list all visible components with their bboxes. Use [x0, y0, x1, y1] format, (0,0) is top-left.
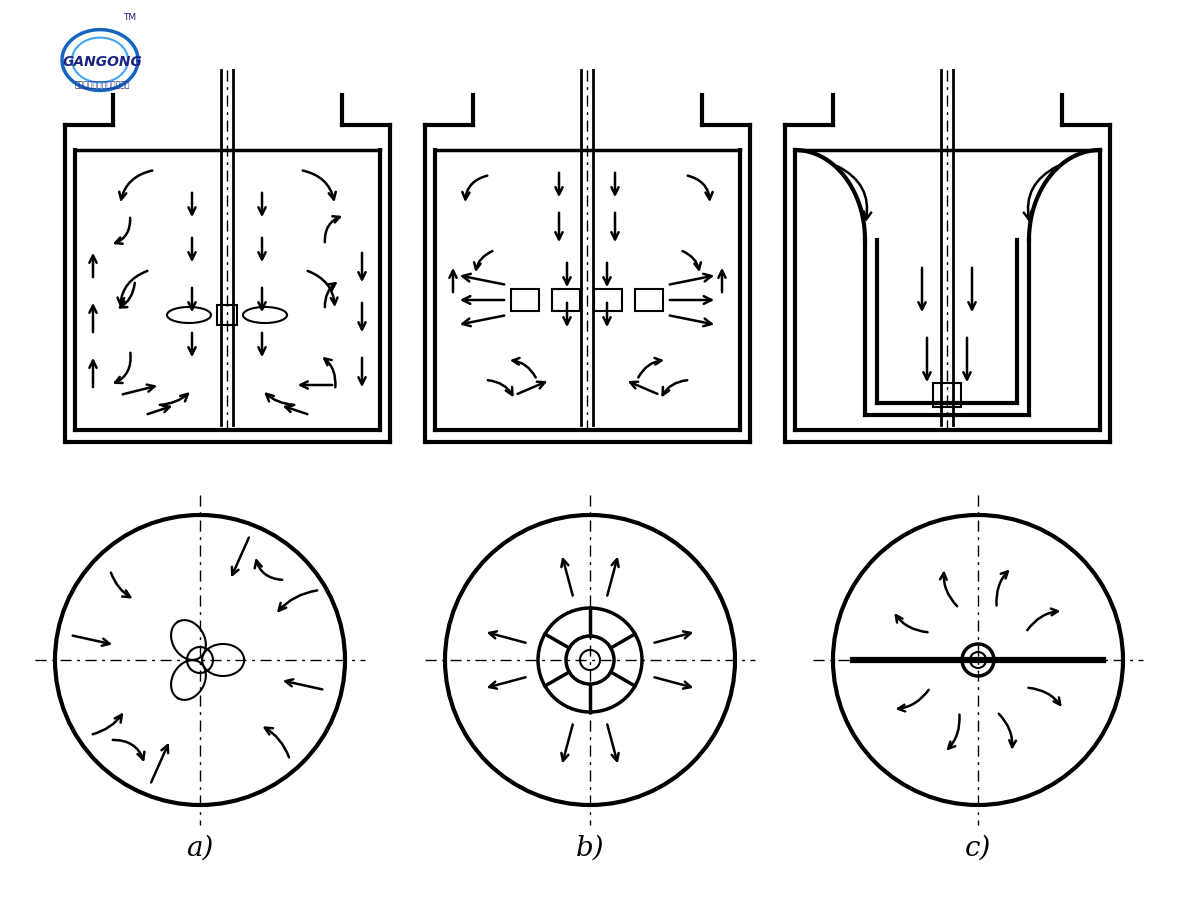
Bar — [635, 289, 663, 311]
Text: a): a) — [186, 835, 213, 862]
Text: c): c) — [965, 835, 991, 862]
Text: b): b) — [576, 835, 604, 862]
Text: TM: TM — [124, 14, 137, 23]
Bar — [594, 289, 622, 311]
Text: 赣工科技（东莞）有限公司: 赣工科技（东莞）有限公司 — [75, 81, 131, 90]
Text: GANGONG: GANGONG — [62, 55, 141, 69]
Bar — [552, 289, 580, 311]
Circle shape — [187, 647, 213, 673]
Bar — [933, 383, 961, 407]
Circle shape — [580, 650, 600, 670]
Circle shape — [962, 644, 994, 676]
Bar — [511, 289, 540, 311]
Bar — [217, 305, 237, 325]
